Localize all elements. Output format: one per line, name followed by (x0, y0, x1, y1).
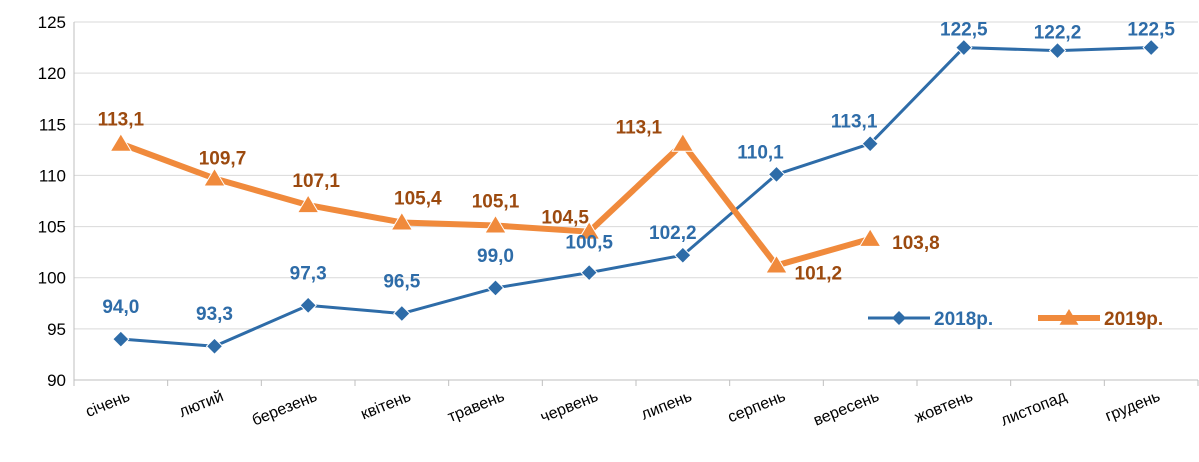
data-label: 110,1 (737, 142, 784, 163)
data-point-diamond (1048, 41, 1067, 60)
legend-label-2018: 2018р. (934, 309, 993, 330)
data-point-triangle (577, 220, 601, 240)
data-point-diamond (299, 296, 317, 315)
data-point-triangle (296, 194, 320, 214)
legend-item-2019: 2019р. (1038, 309, 1163, 330)
data-point-diamond (112, 330, 130, 348)
x-tick-label: травень (445, 388, 507, 426)
legend-label-2019: 2019р. (1104, 309, 1163, 330)
x-tick-label: вересень (811, 388, 881, 430)
legend-diamond-marker (892, 311, 906, 325)
data-point-diamond (955, 38, 973, 57)
y-tick-label: 100 (38, 269, 66, 288)
data-point-triangle (390, 211, 414, 231)
data-point-triangle (858, 227, 882, 247)
data-label: 104,5 (541, 208, 589, 229)
series-line-2018р. (119, 46, 1153, 348)
y-tick-label: 125 (38, 13, 66, 32)
data-labels: 94,0 93,3 97,3 96,5 99,0 100,5 102,2 110,1 113,1… (98, 20, 1176, 326)
data-label: 103,8 (892, 233, 940, 254)
data-label: 100,5 (565, 233, 613, 254)
axes (73, 22, 1199, 386)
x-tick-label: листопад (998, 388, 1069, 430)
legend-triangle-marker (1059, 309, 1079, 325)
series (109, 38, 1160, 355)
data-label: 107,1 (292, 171, 340, 192)
data-point-diamond (674, 246, 692, 264)
data-label: 122,5 (940, 20, 988, 41)
data-label: 96,5 (383, 272, 420, 293)
data-label: 101,2 (795, 263, 843, 284)
data-point-diamond (205, 337, 224, 355)
x-tick-label: серпень (726, 388, 788, 426)
data-point-diamond (1142, 38, 1160, 57)
data-point-triangle (484, 214, 507, 234)
x-tick-label: січень (83, 388, 132, 421)
x-tick-label: липень (639, 388, 695, 424)
data-point-diamond (861, 135, 879, 153)
legend-item-2018: 2018р. (868, 309, 993, 330)
data-label: 99,0 (477, 246, 514, 267)
y-tick-label: 115 (39, 115, 66, 134)
data-label: 105,1 (472, 192, 520, 213)
x-tick-label: грудень (1103, 388, 1163, 425)
data-label: 122,2 (1034, 23, 1082, 44)
legend: 2018р. 2019р. (868, 309, 1163, 330)
x-tick-label: березень (250, 388, 320, 429)
gridlines (74, 21, 1198, 330)
x-tick-label: жовтень (912, 388, 975, 427)
data-point-diamond (580, 263, 598, 282)
data-label: 94,0 (102, 297, 139, 318)
data-point-triangle (765, 254, 788, 274)
data-point-triangle (671, 132, 695, 152)
x-axis-ticks: січень лютий березень квітень травень червень… (83, 388, 1162, 430)
y-axis-ticks: 90 95 100 105 110 115 120 125 (38, 13, 66, 390)
data-label: 102,2 (649, 223, 697, 244)
data-point-diamond (486, 279, 505, 297)
y-tick-label: 120 (38, 64, 66, 83)
x-tick-label: квітень (358, 388, 413, 423)
data-label: 113,1 (831, 112, 878, 133)
data-label: 113,1 (98, 110, 145, 131)
data-point-triangle (109, 132, 133, 152)
data-point-diamond (393, 304, 411, 323)
y-tick-label: 90 (47, 371, 66, 390)
y-tick-label: 95 (47, 320, 66, 339)
data-label: 109,7 (199, 148, 247, 169)
x-tick-label: лютий (177, 388, 226, 421)
y-tick-label: 110 (39, 166, 66, 185)
data-label: 93,3 (196, 304, 233, 325)
data-point-diamond (767, 165, 786, 184)
data-label: 122,5 (1127, 20, 1175, 41)
x-tick-label: червень (538, 388, 600, 426)
y-tick-label: 105 (38, 218, 66, 237)
data-label: 97,3 (290, 263, 327, 284)
data-label: 113,1 (616, 118, 663, 139)
data-point-triangle (203, 167, 226, 187)
data-label: 105,4 (394, 188, 442, 209)
